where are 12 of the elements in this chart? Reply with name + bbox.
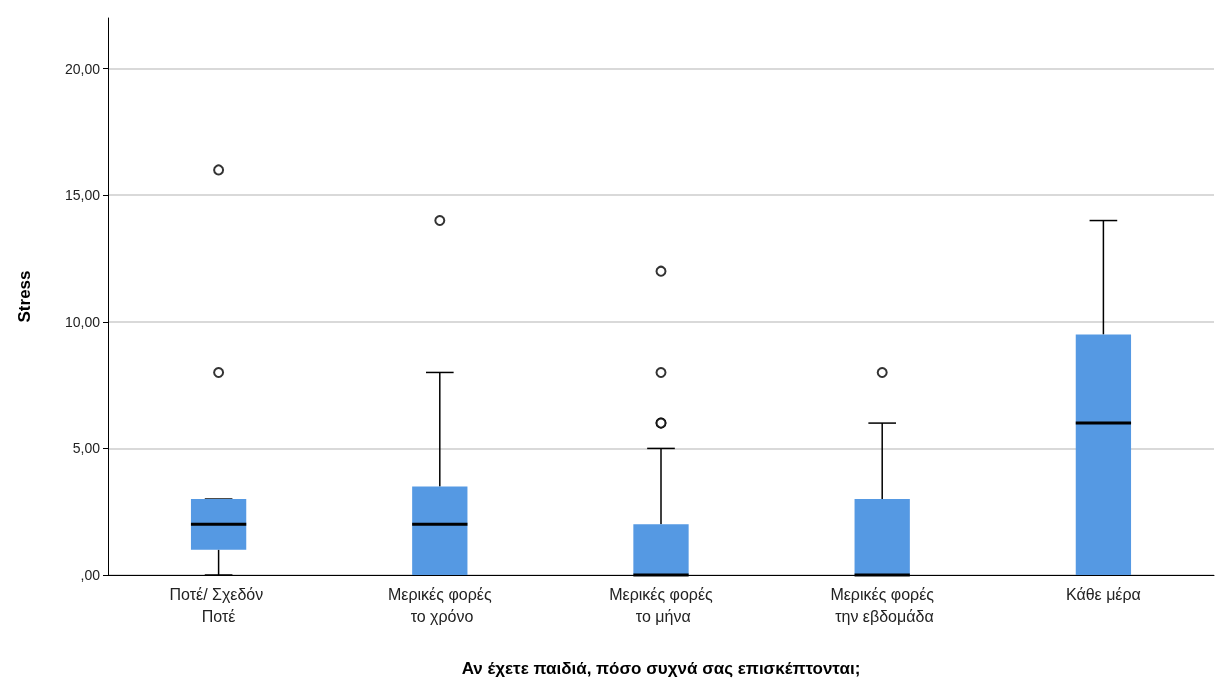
y-tick-label: 5,00 [72,440,101,457]
y-tick-label: 15,00 [64,187,101,204]
x-axis-title: Αν έχετε παιδιά, πόσο συχνά σας επισκέπτονται; [461,659,861,678]
x-tick-label: Μερικές φορές την εβδομάδα [830,585,935,625]
x-tick-label: Κάθε μέρα [1065,585,1141,603]
y-tick-label: 20,00 [64,60,101,77]
x-tick-label: Μερικές φορές το μήνα [609,585,714,625]
y-tick-label: 10,00 [64,313,101,330]
x-tick-label: Ποτέ/ Σχεδόν Ποτέ [169,585,268,625]
y-tick-label: ,00 [80,567,101,583]
y-axis-title: Stress [15,270,34,323]
x-tick-label: Μερικές φορές το χρόνο [387,585,492,625]
